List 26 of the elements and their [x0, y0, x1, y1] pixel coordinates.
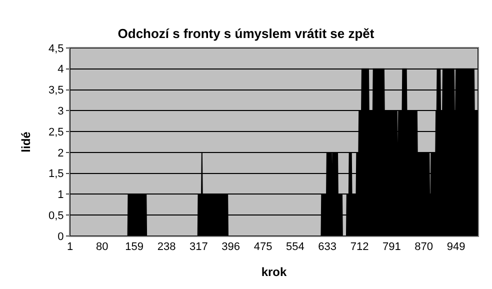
x-tick-label: 159 — [125, 241, 144, 254]
y-tick-label: 2,5 — [48, 126, 64, 138]
x-tick-label: 633 — [318, 241, 337, 254]
x-axis-title: krok — [261, 265, 287, 280]
x-tick-label: 949 — [446, 241, 466, 254]
x-tick-label: 238 — [157, 241, 176, 254]
x-tick-label: 712 — [350, 241, 369, 254]
x-tick-label: 791 — [382, 241, 401, 254]
y-tick-label: 4,5 — [48, 42, 64, 55]
x-tick-label: 396 — [222, 241, 240, 254]
x-tick-label: 317 — [189, 241, 208, 254]
y-tick-label: 1,5 — [48, 168, 64, 180]
y-tick-label: 3,5 — [48, 84, 64, 97]
y-tick-label: 2 — [58, 147, 64, 160]
x-tick-label: 554 — [286, 241, 304, 254]
y-tick-label: 3 — [58, 106, 64, 118]
x-tick-label: 870 — [414, 241, 434, 254]
y-tick-label: 4 — [58, 64, 64, 76]
x-tick-label: 1 — [66, 241, 74, 254]
y-tick-label: 0 — [58, 230, 64, 243]
y-tick-label: 0,5 — [48, 210, 64, 222]
x-tick-label: 80 — [96, 241, 108, 254]
x-tick-label: 475 — [254, 241, 272, 254]
y-tick-label: 1 — [58, 189, 64, 202]
chart-title: Odchozí s fronty s úmyslem vrátit se zpět — [118, 26, 375, 41]
y-axis-title: lidé — [18, 131, 33, 152]
